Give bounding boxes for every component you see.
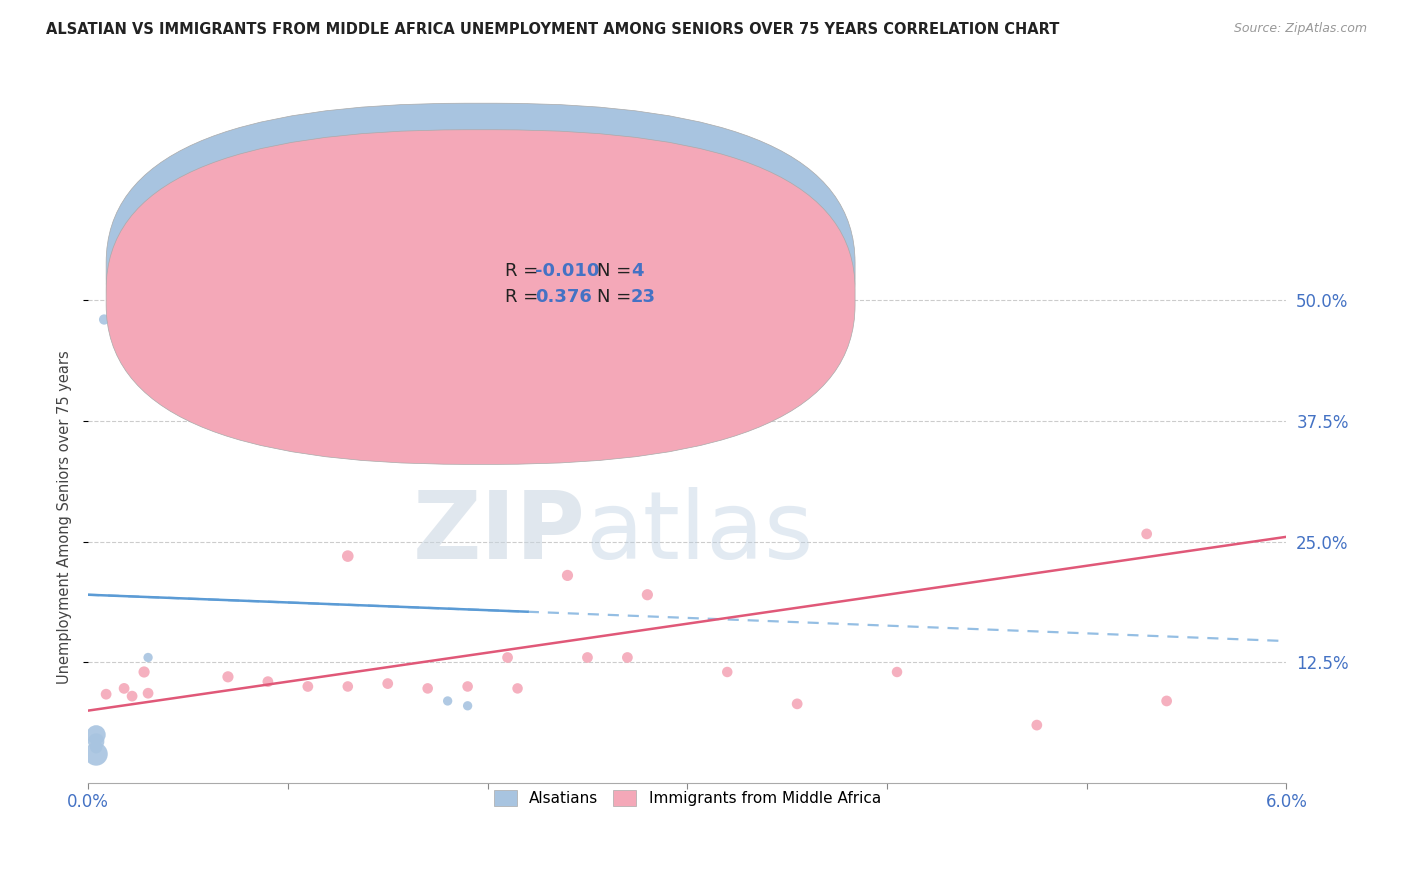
Point: [457, 680, 479, 694]
Point: [94, 687, 117, 701]
Point: [576, 650, 599, 665]
Text: ZIP: ZIP: [412, 487, 585, 580]
Point: [506, 681, 529, 696]
Point: [716, 376, 738, 390]
Text: ALSATIAN VS IMMIGRANTS FROM MIDDLE AFRICA UNEMPLOYMENT AMONG SENIORS OVER 75 YEA: ALSATIAN VS IMMIGRANTS FROM MIDDLE AFRIC…: [46, 22, 1060, 37]
Point: [616, 650, 638, 665]
Point: [496, 650, 519, 665]
Point: [1136, 527, 1159, 541]
Point: [136, 686, 159, 700]
Point: [297, 680, 319, 694]
Point: [436, 694, 458, 708]
Point: [716, 665, 738, 679]
Point: [84, 747, 107, 761]
Text: atlas: atlas: [585, 487, 814, 580]
Point: [416, 681, 439, 696]
Point: [557, 568, 579, 582]
Text: N =: N =: [598, 288, 637, 306]
Legend: Alsatians, Immigrants from Middle Africa: Alsatians, Immigrants from Middle Africa: [488, 784, 887, 813]
Point: [84, 734, 107, 748]
Point: [132, 665, 155, 679]
Point: [136, 650, 159, 665]
Point: [336, 680, 359, 694]
Text: R =: R =: [505, 288, 544, 306]
Point: [112, 681, 135, 696]
Text: 0.376: 0.376: [536, 288, 592, 306]
Point: [217, 670, 239, 684]
Text: 23: 23: [631, 288, 657, 306]
Point: [886, 665, 908, 679]
Point: [786, 697, 808, 711]
Text: 4: 4: [631, 261, 644, 279]
Y-axis label: Unemployment Among Seniors over 75 years: Unemployment Among Seniors over 75 years: [58, 351, 72, 684]
Point: [336, 549, 359, 563]
Point: [84, 740, 107, 755]
Point: [377, 676, 399, 690]
Point: [1156, 694, 1178, 708]
Text: N =: N =: [598, 261, 637, 279]
Text: Source: ZipAtlas.com: Source: ZipAtlas.com: [1233, 22, 1367, 36]
Point: [1025, 718, 1047, 732]
Point: [84, 728, 107, 742]
Point: [636, 588, 658, 602]
FancyBboxPatch shape: [105, 103, 855, 438]
Text: -0.010: -0.010: [536, 261, 599, 279]
Point: [257, 674, 280, 689]
Text: R =: R =: [505, 261, 544, 279]
Point: [121, 689, 143, 703]
FancyBboxPatch shape: [441, 254, 783, 321]
Point: [93, 312, 115, 326]
FancyBboxPatch shape: [105, 129, 855, 465]
Point: [457, 698, 479, 713]
